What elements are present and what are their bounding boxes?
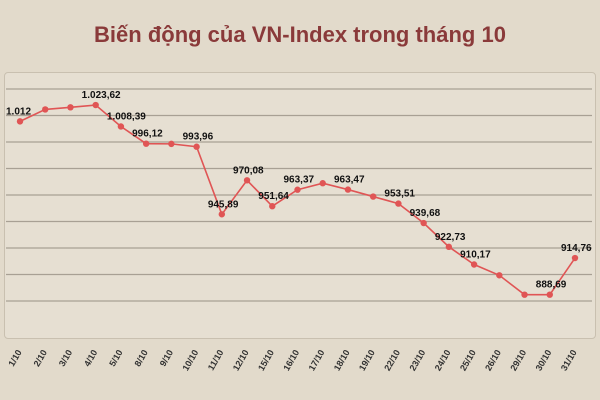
x-tick-label: 30/10 [534, 348, 554, 373]
data-label: 970,08 [233, 165, 264, 176]
x-tick-label: 31/10 [559, 348, 579, 373]
data-label: 963,47 [334, 175, 365, 186]
data-label: 945,89 [208, 199, 239, 210]
x-tick-label: 18/10 [332, 348, 352, 373]
data-point [319, 180, 326, 187]
x-tick-label: 22/10 [382, 348, 402, 373]
x-tick-label: 23/10 [407, 348, 427, 373]
data-point [269, 203, 276, 210]
data-point [344, 186, 352, 193]
data-point [117, 123, 125, 130]
data-label: 910,17 [460, 249, 491, 260]
data-point [243, 177, 251, 184]
data-label: 993,96 [183, 132, 214, 143]
x-tick-label: 12/10 [231, 348, 251, 373]
x-tick-label: 8/10 [132, 348, 149, 368]
x-tick-label: 4/10 [82, 348, 99, 368]
data-point [546, 291, 553, 298]
data-label: 922,73 [435, 232, 466, 243]
x-tick-label: 3/10 [57, 348, 74, 368]
data-point [420, 219, 427, 227]
x-tick-label: 16/10 [281, 348, 301, 373]
data-point [496, 272, 503, 279]
data-point [142, 140, 150, 147]
x-tick-label: 19/10 [357, 348, 377, 373]
data-point [395, 200, 402, 207]
data-label: 963,37 [284, 175, 315, 186]
data-label: 951,64 [258, 191, 289, 202]
data-label: 939,68 [410, 208, 441, 219]
x-tick-label: 1/10 [6, 348, 23, 368]
data-label: 996,12 [132, 129, 163, 140]
data-point [571, 254, 579, 262]
data-label: 914,76 [561, 243, 592, 254]
x-tick-label: 17/10 [307, 348, 327, 373]
data-point [193, 143, 200, 150]
x-tick-label: 2/10 [32, 348, 49, 368]
x-tick-label: 10/10 [180, 348, 200, 373]
x-tick-label: 9/10 [158, 348, 175, 368]
x-tick-label: 26/10 [483, 348, 503, 373]
x-tick-label: 25/10 [458, 348, 478, 373]
data-point [445, 243, 453, 251]
data-point [92, 101, 99, 109]
data-label: 1.008,39 [107, 111, 146, 122]
data-point [218, 211, 226, 218]
series-line [19, 104, 576, 296]
x-tick-label: 24/10 [433, 348, 453, 373]
data-point [42, 106, 49, 113]
x-tick-label: 29/10 [508, 348, 528, 373]
data-label: 1.023,62 [82, 90, 121, 101]
data-label: 1.012 [6, 106, 31, 117]
plot-frame [4, 72, 596, 339]
data-label: 888,69 [536, 280, 567, 291]
x-tick-label: 15/10 [256, 348, 276, 373]
data-point [16, 118, 24, 125]
data-point [168, 140, 175, 148]
data-point [521, 291, 528, 298]
data-point [294, 186, 301, 193]
x-tick-label: 5/10 [107, 348, 124, 368]
data-point [369, 193, 377, 200]
chart-title: Biến động của VN-Index trong tháng 10 [94, 22, 506, 47]
data-point [470, 261, 478, 268]
data-label: 953,51 [384, 189, 415, 200]
x-tick-label: 11/10 [206, 348, 226, 372]
data-point [67, 104, 74, 111]
